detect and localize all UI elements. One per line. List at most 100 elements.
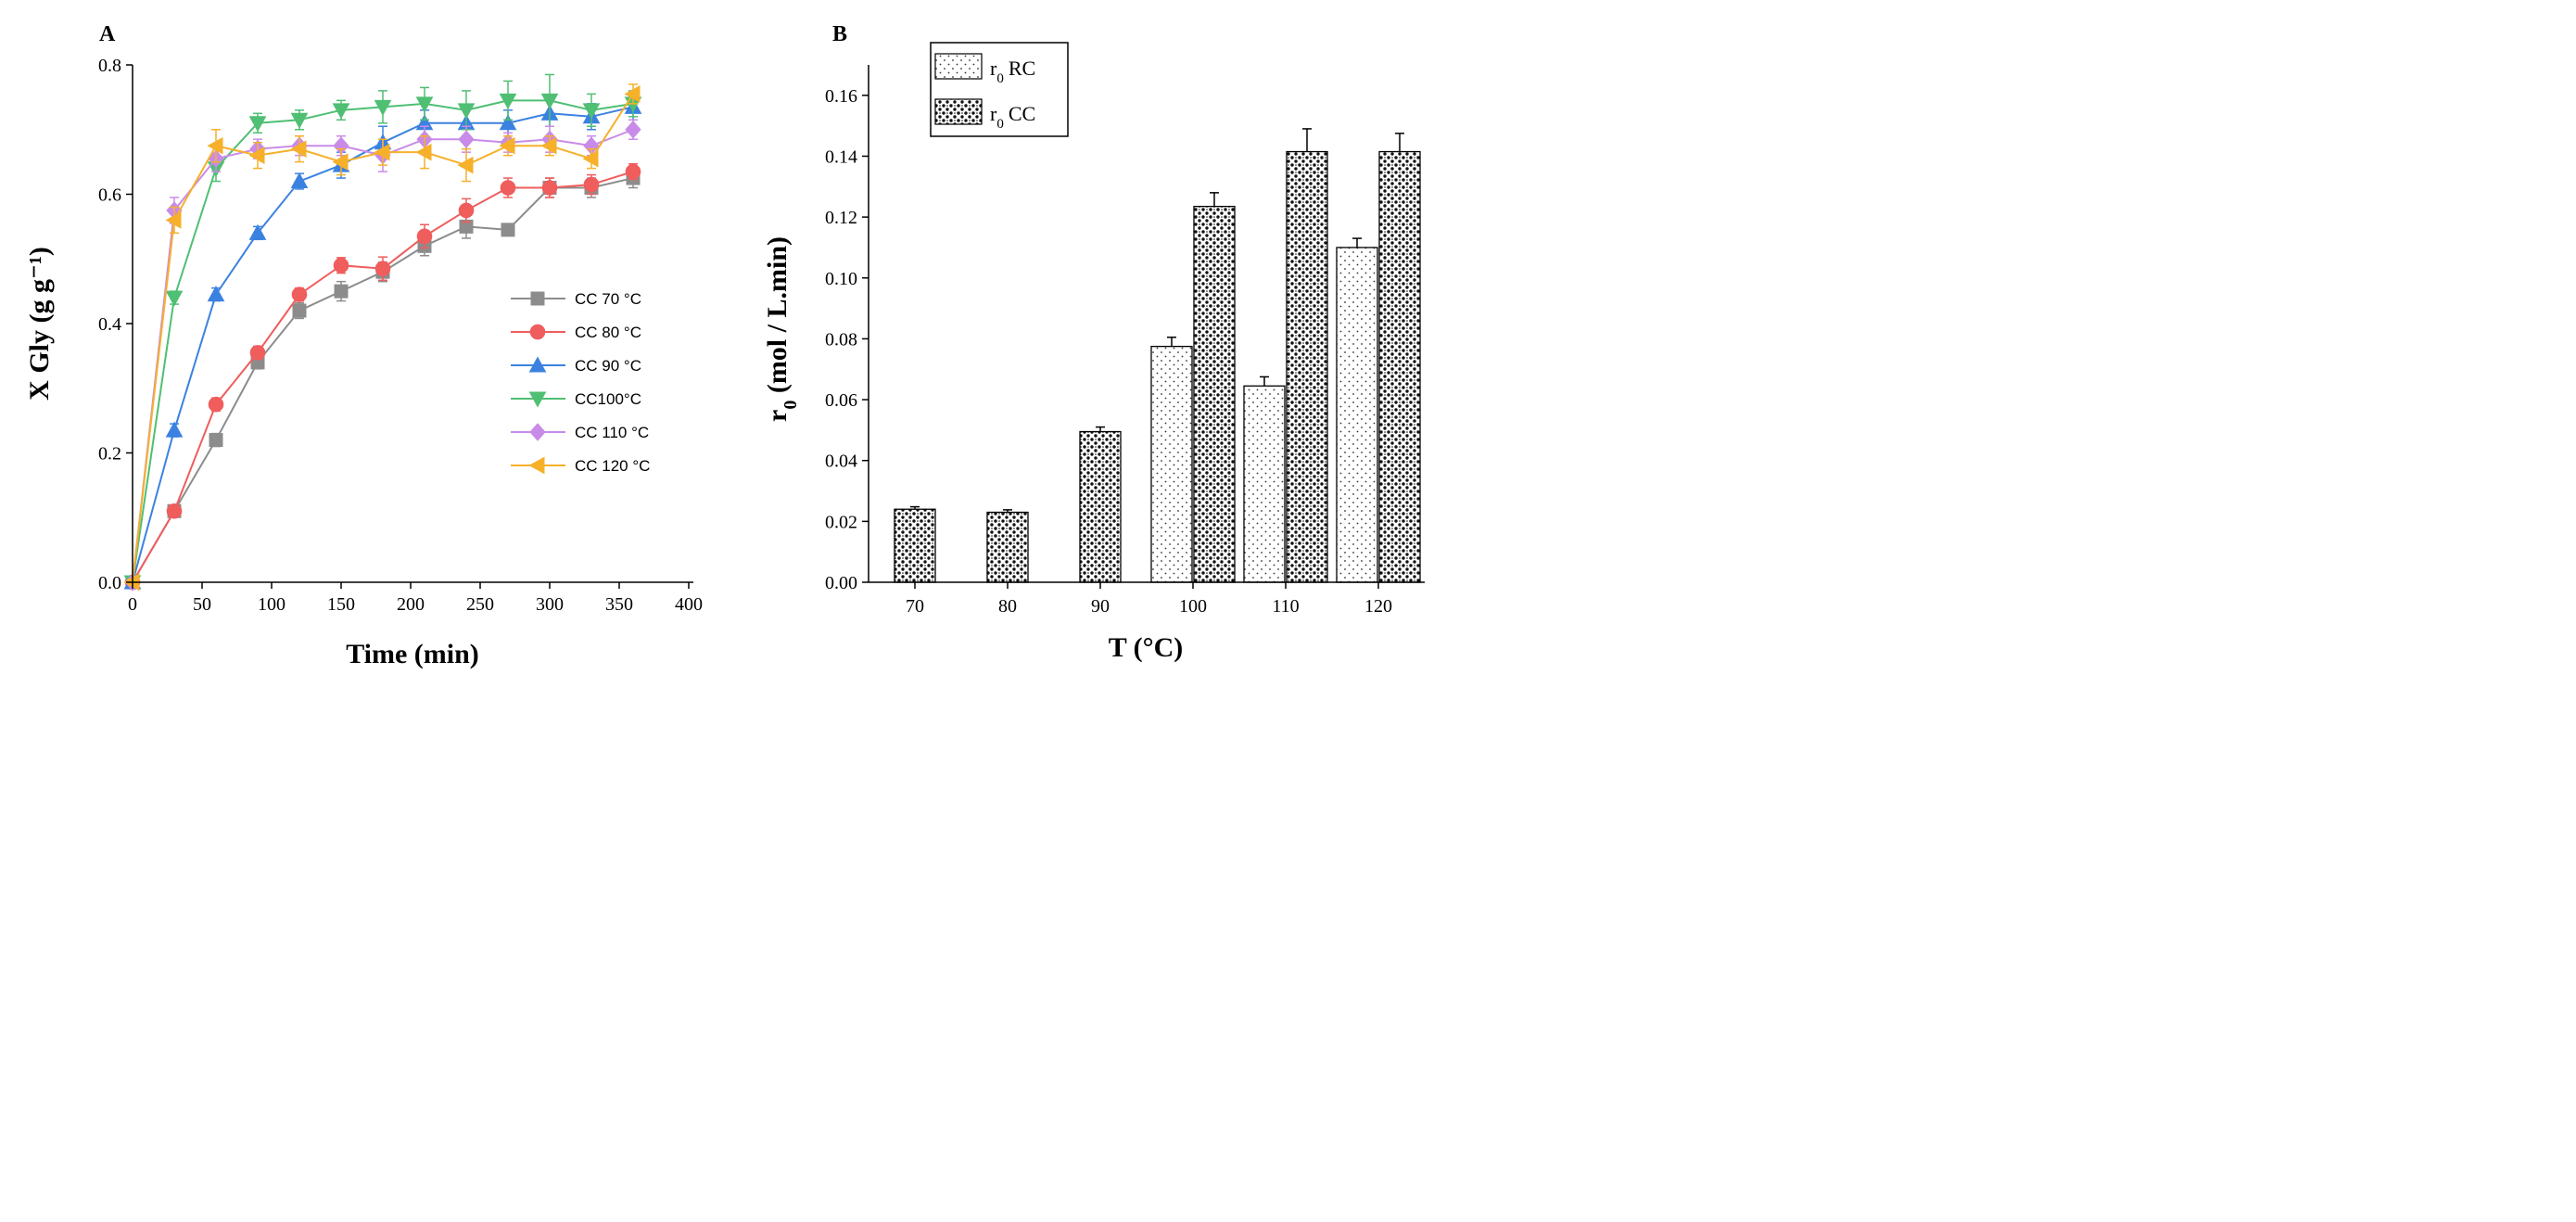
y-tick-label: 0.02 <box>825 512 857 532</box>
panel-b-bars <box>894 128 1421 583</box>
data-point <box>374 99 392 116</box>
data-point <box>415 96 434 113</box>
data-point <box>165 421 184 438</box>
series <box>123 83 641 592</box>
data-point <box>248 223 267 240</box>
data-point <box>416 228 433 245</box>
y-tick-label: 0.0 <box>98 573 121 593</box>
data-point <box>209 433 223 448</box>
y-tick-label: 0.16 <box>825 86 857 107</box>
series-line <box>132 171 634 583</box>
y-tick-label: 0.14 <box>825 146 857 167</box>
data-point <box>249 345 266 361</box>
legend-marker <box>528 356 547 373</box>
data-point <box>165 290 184 307</box>
data-point <box>207 136 223 155</box>
x-tick-label: 100 <box>1179 596 1207 617</box>
data-point <box>415 143 432 161</box>
bar <box>894 508 936 583</box>
x-tick-label: 110 <box>1272 596 1299 617</box>
x-tick-label: 80 <box>998 596 1017 617</box>
data-point <box>208 396 224 413</box>
data-point <box>458 130 475 148</box>
legend-label: CC 110 °C <box>575 424 649 441</box>
data-point <box>332 103 350 120</box>
data-point <box>207 286 225 302</box>
data-point <box>583 176 600 193</box>
bar <box>1286 150 1328 583</box>
data-point <box>165 211 182 229</box>
data-point <box>625 120 641 139</box>
legend-label: CC 70 °C <box>575 290 641 308</box>
series <box>125 167 641 590</box>
legend-label-cc: r0 CC <box>990 102 1035 132</box>
legend-swatch-rc <box>934 53 983 80</box>
data-point <box>582 103 601 120</box>
legend-label-rc: r0 RC <box>990 57 1035 86</box>
data-point <box>291 286 308 302</box>
y-tick-label: 0.00 <box>825 573 857 593</box>
series-line <box>132 128 634 583</box>
bar <box>1378 150 1421 583</box>
y-tick-label: 0.04 <box>825 452 857 472</box>
data-point <box>248 116 267 133</box>
legend-marker <box>530 291 545 306</box>
legend-marker <box>529 324 546 340</box>
x-tick-label: 70 <box>906 596 924 617</box>
data-point <box>457 103 476 120</box>
chart-panel-b: B 70 80 90 100 110 120 0.000.020.040.060.080.… <box>762 22 1425 663</box>
data-point <box>248 146 265 164</box>
panel-a-x-ticks: 0 50 100 150 200 250 300 350 400 <box>128 582 703 615</box>
panel-a-series <box>123 73 642 592</box>
x-tick-label: 150 <box>327 594 355 615</box>
data-point <box>457 156 474 174</box>
data-point <box>374 143 390 161</box>
data-point <box>625 163 641 180</box>
bar <box>1150 345 1193 583</box>
panel-a-label: A <box>99 22 116 46</box>
panel-a-x-axis-title: Time (min) <box>346 639 479 669</box>
x-tick-label: 100 <box>258 594 286 615</box>
legend-label: CC 80 °C <box>575 324 641 341</box>
data-point <box>499 114 517 131</box>
x-tick-label: 90 <box>1091 596 1110 617</box>
x-tick-label: 250 <box>466 594 494 615</box>
panel-a-y-ticks: 0.0 0.2 0.4 0.6 0.8 <box>98 56 133 593</box>
y-tick-label: 0.2 <box>98 444 121 465</box>
legend-label: CC 90 °C <box>575 357 641 375</box>
legend-marker <box>529 423 546 441</box>
y-tick-label: 0.06 <box>825 390 857 411</box>
bar <box>1243 385 1286 583</box>
data-point <box>540 136 557 155</box>
data-point <box>540 93 559 109</box>
data-point <box>458 202 475 219</box>
data-point <box>500 180 516 196</box>
data-point <box>334 284 349 299</box>
panel-a-legend: CC 70 °C CC 80 °C CC 90 °C CC100°C CC 110 °C… <box>511 290 650 475</box>
data-point <box>166 503 183 519</box>
data-point <box>333 257 349 274</box>
x-tick-label: 400 <box>675 594 703 615</box>
data-point <box>292 303 307 318</box>
data-point <box>541 180 558 196</box>
panel-b-y-ticks: 0.00 0.02 0.04 0.06 0.08 0.10 0.12 0.14 0.16 <box>825 86 869 593</box>
x-tick-label: 50 <box>193 594 211 615</box>
data-point <box>624 85 641 103</box>
x-tick-label: 200 <box>397 594 425 615</box>
y-tick-label: 0.12 <box>825 208 857 228</box>
panel-b-x-ticks: 70 80 90 100 110 120 <box>906 582 1392 617</box>
series <box>124 119 641 592</box>
panel-b-axes <box>868 65 1425 583</box>
data-point <box>501 223 515 237</box>
panel-b-x-axis-title: T (°C) <box>1109 632 1184 663</box>
data-point <box>582 149 599 168</box>
bar <box>1193 205 1236 583</box>
chart-panel-a: A 0 50 100 150 200 250 300 350 400 0.00.20.40.60… <box>24 22 703 669</box>
panel-b-y-axis-title: r0 (mol / L.min) <box>762 236 801 422</box>
data-point <box>290 172 309 189</box>
x-tick-label: 0 <box>128 594 137 615</box>
panel-b-label: B <box>832 22 847 46</box>
data-point <box>290 140 307 159</box>
panel-a-y-axis-title: X Gly (g g⁻¹) <box>24 247 55 401</box>
series-line <box>132 177 634 583</box>
